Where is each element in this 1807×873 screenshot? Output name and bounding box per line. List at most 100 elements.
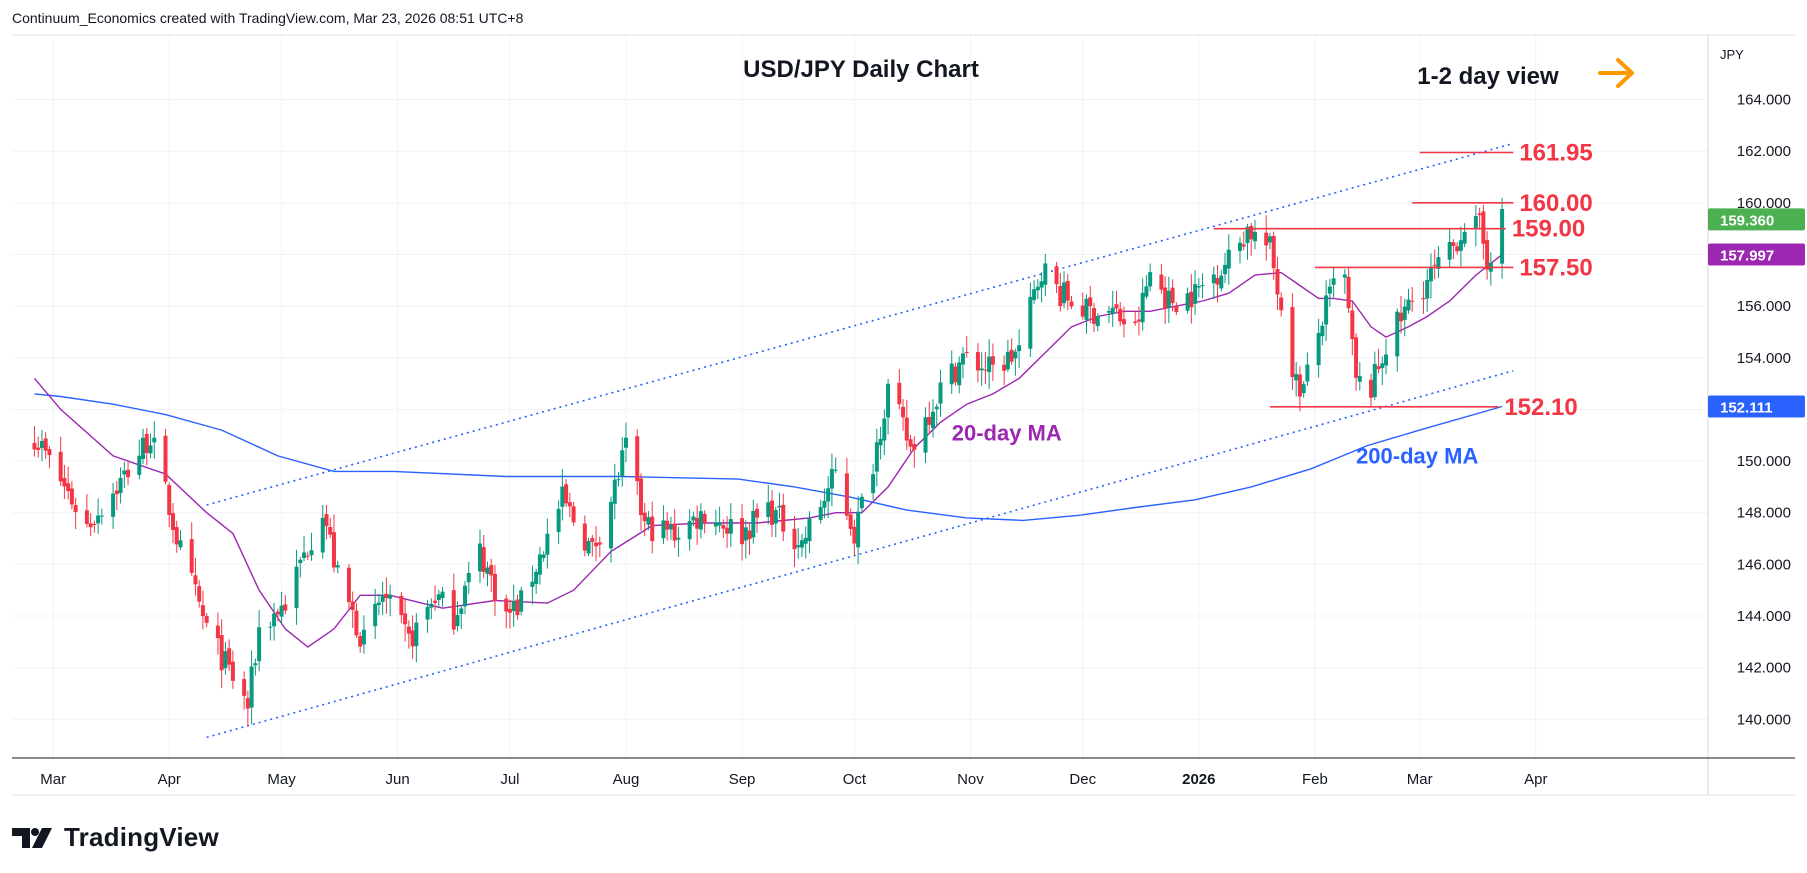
candle-body [597, 542, 602, 545]
x-tick-label: Jun [386, 771, 410, 788]
candle-body [1252, 232, 1257, 242]
candle-body [380, 595, 385, 603]
candle-body [1485, 240, 1490, 270]
candle-body [1324, 295, 1329, 325]
candle-body [901, 406, 906, 418]
y-tick-label: 142.000 [1737, 660, 1791, 677]
candle-body [582, 523, 587, 551]
candle-body [399, 595, 404, 616]
candle-body [698, 511, 703, 530]
candle-body [167, 485, 172, 516]
candle-body [534, 571, 539, 585]
candle-body [822, 500, 827, 508]
candle-body [960, 353, 965, 365]
candle-body [249, 666, 254, 708]
level-label: 160.00 [1519, 190, 1592, 217]
candle-body [1451, 242, 1456, 246]
candle-body [781, 504, 786, 532]
candle-body [642, 512, 647, 522]
candle-body [178, 540, 183, 548]
candle-body [1043, 263, 1048, 285]
candle-body [358, 636, 363, 647]
y-tick-label: 150.000 [1737, 453, 1791, 470]
candle-body [1249, 226, 1254, 240]
candle-body [691, 516, 696, 521]
y-tick-label: 162.000 [1737, 143, 1791, 160]
candle-body [1327, 286, 1332, 294]
candle-body [1088, 297, 1093, 307]
candle-body [152, 437, 157, 443]
price-badge-label: 157.997 [1720, 248, 1774, 265]
candle-body [818, 507, 823, 520]
candle-body [1428, 266, 1433, 282]
candle-body [440, 591, 445, 599]
channel-lower-line [206, 369, 1514, 739]
candle-body [987, 356, 992, 373]
candle-body [702, 513, 707, 524]
candle-body [638, 478, 643, 516]
candle-body [245, 698, 250, 709]
candle-body [792, 528, 797, 550]
tradingview-logo[interactable]: TradingView [12, 822, 219, 853]
candle-body [1106, 311, 1111, 313]
candle-body [1196, 286, 1201, 288]
candle-body [268, 626, 273, 628]
candle-body [425, 606, 430, 620]
candle-body [796, 545, 801, 548]
candle-body [504, 598, 509, 612]
candle-body [1174, 306, 1179, 313]
candle-body [1354, 337, 1359, 378]
candle-body [923, 417, 928, 453]
candle-body [1369, 379, 1374, 398]
x-tick-label: May [267, 771, 296, 788]
candle-body [477, 543, 482, 572]
candle-body [215, 625, 220, 639]
candle-body [530, 581, 535, 587]
candle-body [1062, 282, 1067, 304]
x-tick-label: Jul [500, 771, 519, 788]
candle-body [204, 616, 209, 623]
candle-body [1028, 296, 1033, 349]
candle-body [1346, 276, 1351, 309]
candle-body [713, 522, 718, 527]
candle-body [492, 573, 497, 602]
candle-body [410, 630, 415, 647]
candle-body [844, 473, 849, 516]
candlestick-series [32, 197, 1505, 727]
candle-body [766, 502, 771, 517]
time-axis[interactable]: Mar Apr May Jun Jul Aug Sep Oct Nov Dec 2026 Feb Mar… [40, 771, 1547, 788]
level-label: 157.50 [1519, 254, 1592, 281]
candle-body [1238, 242, 1243, 251]
candle-body [975, 351, 980, 371]
candle-body [88, 523, 93, 528]
candle-body [1402, 306, 1407, 320]
level-label: 159.00 [1512, 216, 1585, 243]
candle-body [1294, 374, 1299, 381]
candle-body [320, 517, 325, 553]
candle-body [826, 488, 831, 502]
candle-body [346, 567, 351, 603]
candle-body [1223, 264, 1228, 275]
candle-body [799, 540, 804, 548]
candle-body [1084, 298, 1089, 320]
view-label: 1-2 day view [1417, 63, 1559, 90]
candle-body [931, 411, 936, 429]
candle-body [1148, 272, 1153, 287]
price-axis[interactable]: 140.000 142.000 144.000 146.000 148.000 150.0… [1720, 47, 1791, 728]
candle-body [463, 585, 468, 607]
candle-body [459, 608, 464, 614]
candle-body [1163, 287, 1168, 309]
candle-body [852, 526, 857, 544]
candle-body [560, 486, 565, 507]
price-badge-label: 159.360 [1720, 212, 1774, 229]
candle-body [803, 537, 808, 544]
price-badge [1708, 208, 1805, 231]
candle-body [983, 369, 988, 371]
candle-body [1395, 311, 1400, 357]
chart-attribution: Continuum_Economics created with Trading… [12, 10, 524, 26]
grid [12, 35, 1708, 758]
candle-body [650, 516, 655, 542]
candle-body [878, 438, 883, 446]
candle-body [1058, 285, 1063, 307]
